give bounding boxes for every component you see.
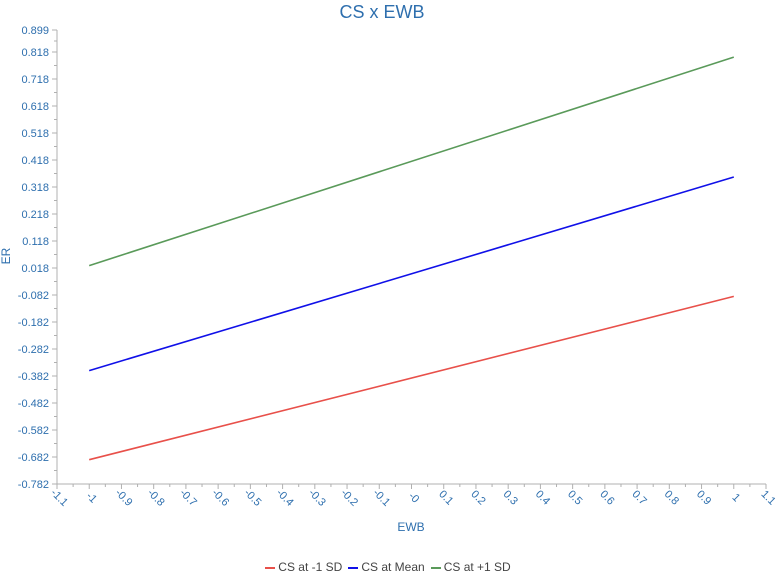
x-tick-label: -0.1 — [370, 487, 392, 509]
x-tick-label: -1 — [84, 490, 99, 505]
x-tick-label: 0.1 — [436, 488, 455, 507]
x-tick-label: -0.4 — [274, 487, 296, 509]
legend-label: CS at Mean — [361, 560, 425, 574]
x-tick-label: -0.3 — [306, 487, 328, 509]
x-tick-label: 0.5 — [565, 488, 584, 507]
y-tick-label: -0.482 — [18, 398, 49, 410]
y-tick-label: -0.182 — [18, 317, 49, 329]
x-tick-label: -0.6 — [209, 487, 231, 509]
y-tick-label: -0.382 — [18, 371, 49, 383]
x-tick-label: -0.8 — [145, 487, 167, 509]
legend-swatch — [265, 566, 276, 569]
series-line — [89, 295, 734, 461]
x-tick-label: -1.1 — [48, 487, 70, 509]
x-axis: -1.1 -1 -0.9 -0.8 -0.7 -0.6 -0.5 -0.4 -0.3 -0.2 -0… — [48, 483, 776, 509]
x-tick-label: 0.3 — [501, 488, 520, 507]
x-tick-label: -0.9 — [113, 487, 135, 509]
legend-item: CS at +1 SD — [430, 560, 511, 574]
chart-title: CS x EWB — [339, 2, 424, 22]
legend-item: CS at Mean — [348, 560, 425, 574]
legend-swatch — [348, 566, 359, 569]
series-line — [88, 56, 735, 267]
x-tick-label: -0.5 — [242, 487, 264, 509]
x-tick-label: -0.2 — [338, 487, 360, 509]
legend-label: CS at -1 SD — [278, 560, 343, 574]
x-tick-label: -0.7 — [177, 487, 199, 509]
legend-item: CS at -1 SD — [265, 560, 342, 574]
x-tick-label: 1.1 — [758, 488, 776, 507]
y-tick-label: -0.082 — [18, 290, 49, 302]
y-tick-label: 0.899 — [21, 25, 49, 37]
y-tick-label: 0.618 — [21, 101, 49, 113]
y-tick-label: 0.318 — [21, 182, 49, 194]
y-tick-label: 0.118 — [22, 236, 49, 248]
y-tick-label: 0.018 — [21, 263, 49, 275]
y-tick-label: 0.518 — [21, 128, 49, 140]
y-tick-label: -0.282 — [18, 344, 49, 356]
y-tick-label: -0.582 — [18, 425, 49, 437]
y-tick-label: -0.682 — [18, 452, 49, 464]
legend-swatch — [430, 566, 441, 569]
y-tick-label: 0.818 — [21, 47, 49, 59]
x-tick-label: 0.7 — [630, 488, 649, 507]
x-axis-label: EWB — [397, 520, 424, 534]
series-group — [88, 56, 735, 461]
y-axis-label: ER — [0, 247, 13, 264]
legend-label: CS at +1 SD — [443, 560, 511, 574]
y-tick-label: 0.218 — [21, 209, 49, 221]
x-tick-label: 1 — [729, 491, 742, 504]
y-axis: 0.899 0.818 0.718 0.618 0.518 0.418 0.318 0.218… — [18, 25, 58, 491]
x-tick-label: -0 — [406, 490, 421, 505]
y-tick-label: 0.718 — [21, 74, 49, 86]
x-tick-label: 0.6 — [597, 488, 616, 507]
series-line — [88, 176, 735, 372]
x-tick-label: 0.9 — [694, 488, 713, 507]
x-tick-label: 0.4 — [533, 488, 552, 507]
x-tick-label: 0.2 — [468, 488, 487, 507]
legend: CS at -1 SD CS at Mean CS at +1 SD — [0, 560, 776, 574]
x-tick-label: 0.8 — [662, 488, 681, 507]
y-tick-label: -0.782 — [18, 479, 49, 491]
y-tick-label: 0.418 — [21, 155, 49, 167]
